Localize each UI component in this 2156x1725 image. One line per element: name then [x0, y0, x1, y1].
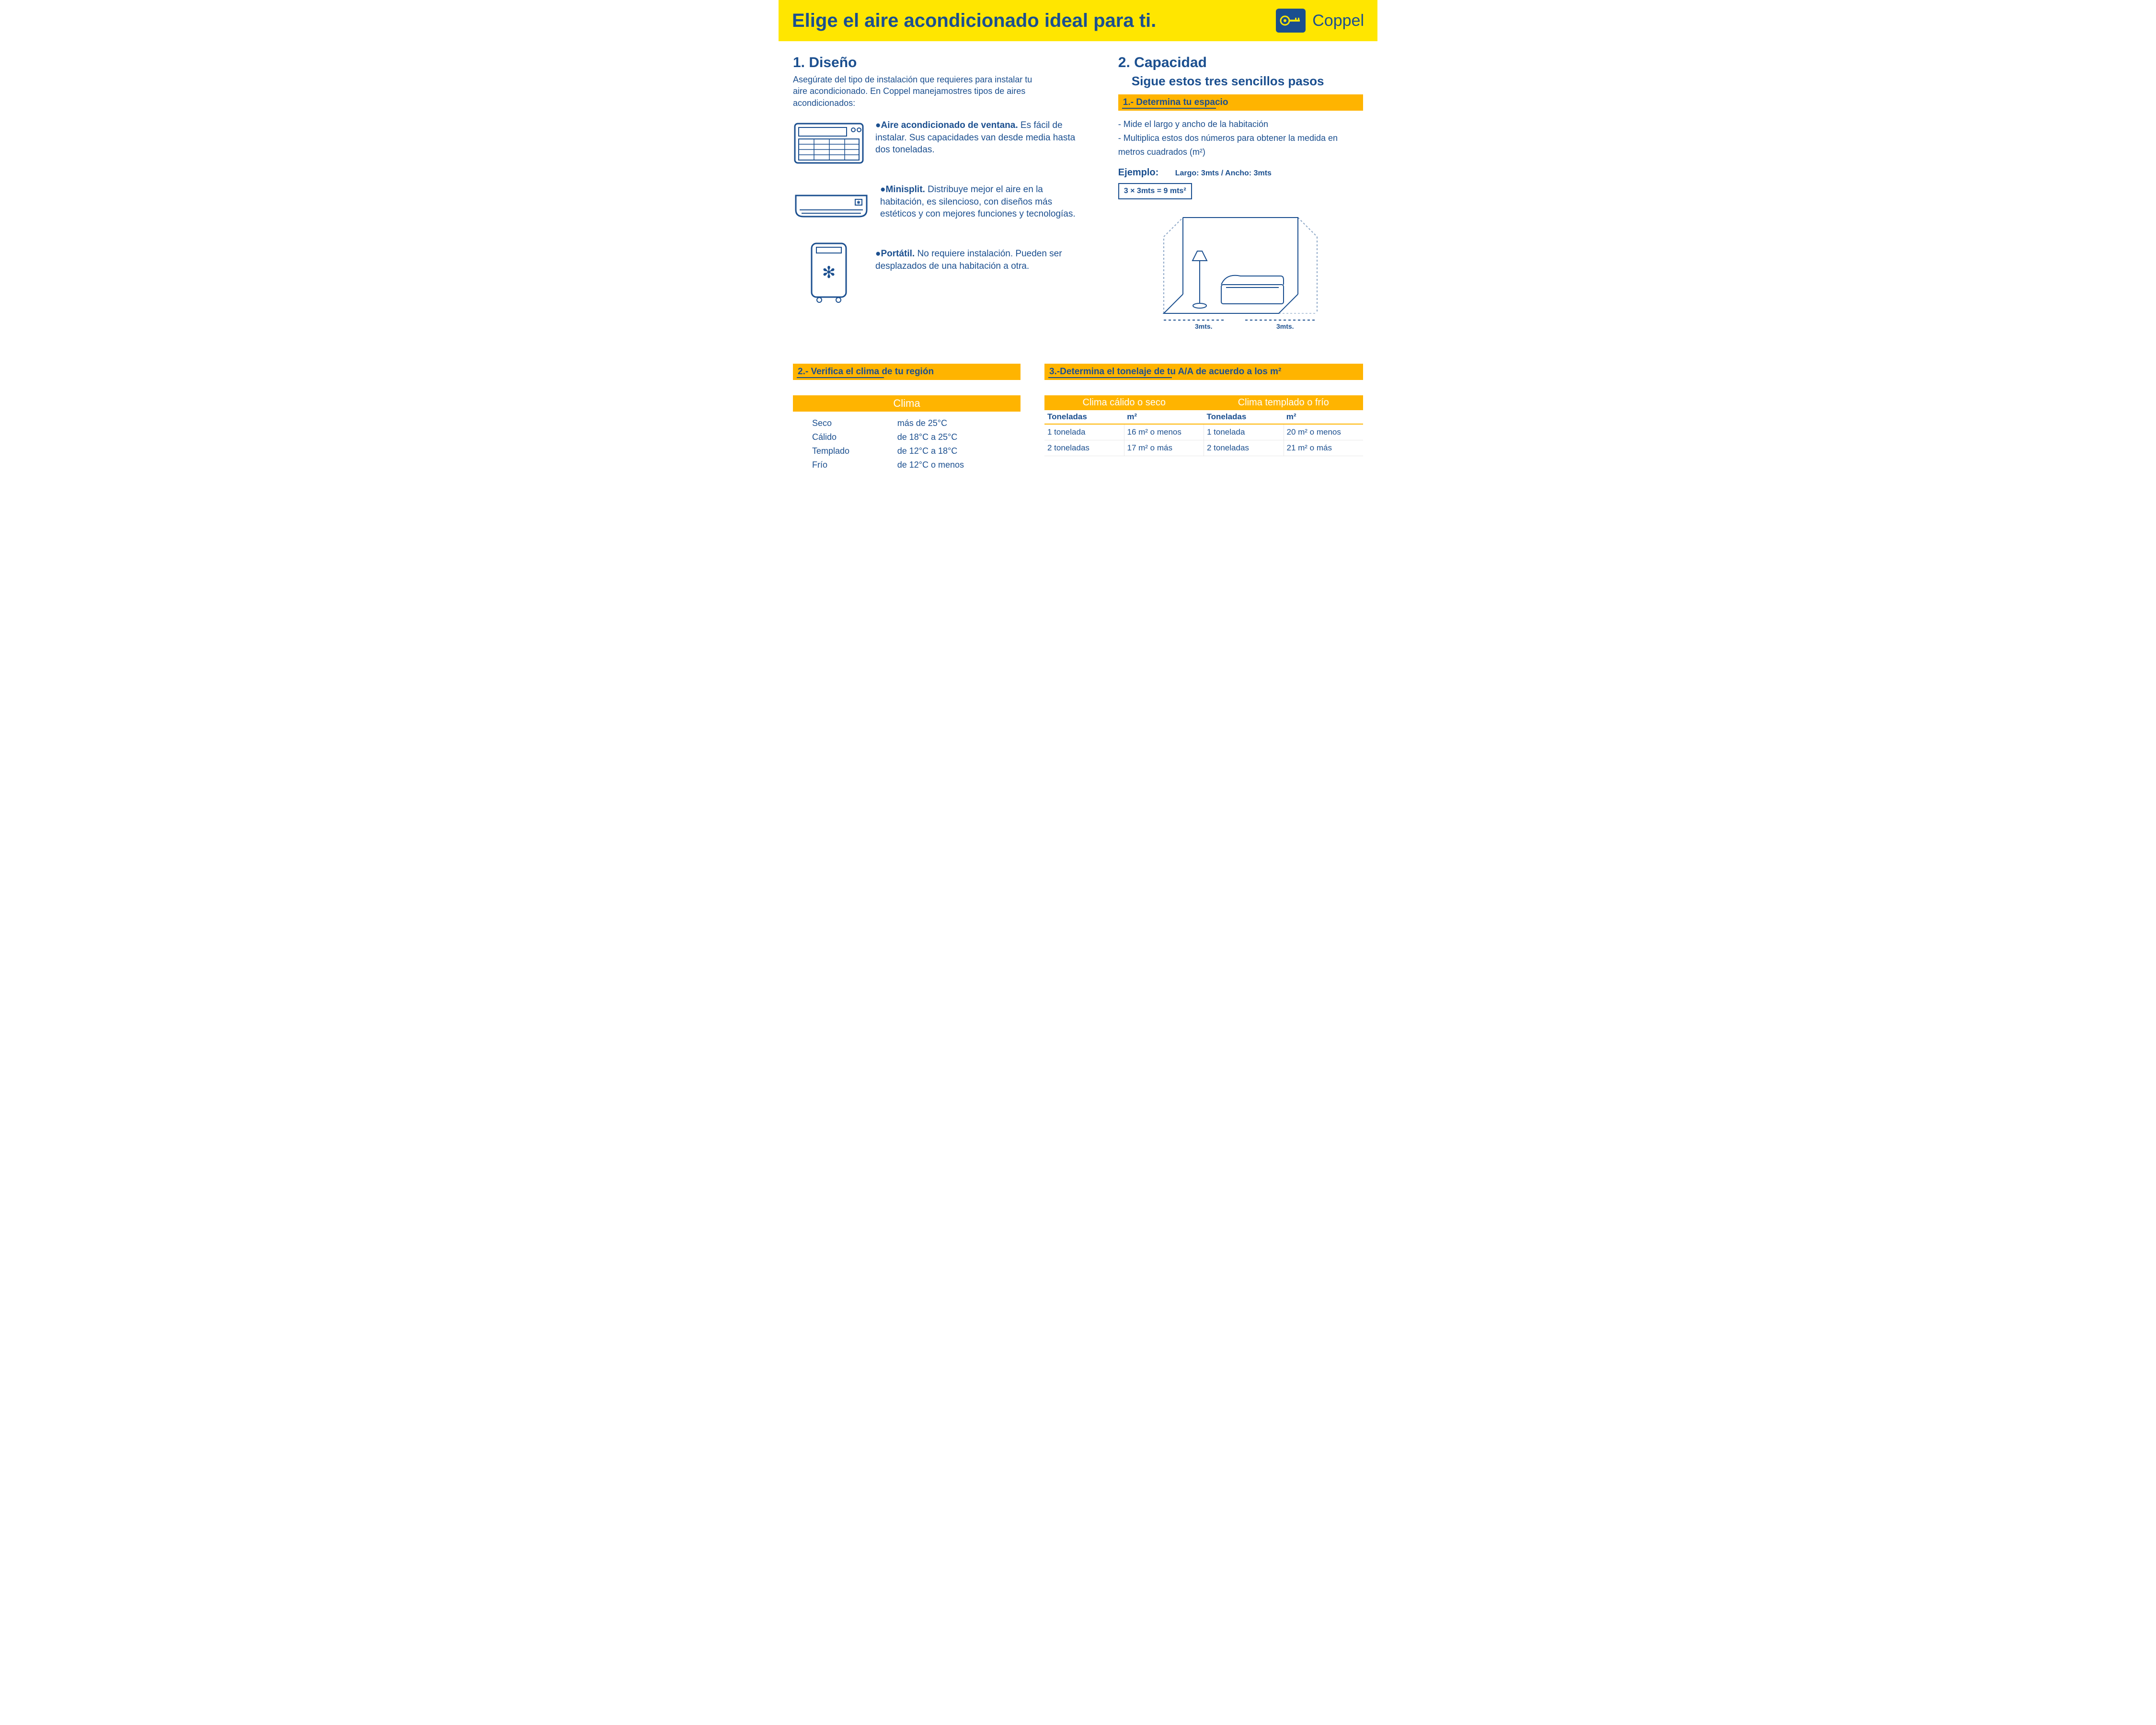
section2-subtitle: Sigue estos tres sencillos pasos	[1132, 74, 1363, 89]
step1-bar: 1.- Determina tu espacio	[1118, 94, 1363, 111]
design-item-window: ●Aire acondicionado de ventana. Es fácil…	[793, 119, 1089, 167]
step2-bar: 2.- Verifica el clima de tu región	[793, 364, 1021, 380]
section2-title: 2. Capacidad	[1118, 55, 1363, 71]
window-ac-icon	[793, 119, 865, 167]
brand-block: Coppel	[1276, 9, 1364, 33]
header-banner: Elige el aire acondicionado ideal para t…	[779, 0, 1377, 41]
example-dims: Largo: 3mts / Ancho: 3mts	[1175, 169, 1272, 177]
example-calc: 3 × 3mts = 9 mts²	[1118, 183, 1192, 199]
table-row: Fríode 12°C o menos	[812, 458, 1001, 472]
step2-panel: 2.- Verifica el clima de tu región Clima…	[793, 364, 1021, 477]
tonnage-table-header: Clima cálido o seco Clima templado o frí…	[1044, 395, 1363, 410]
page-title: Elige el aire acondicionado ideal para t…	[792, 10, 1156, 32]
section-capacity: 2. Capacidad Sigue estos tres sencillos …	[1118, 55, 1363, 335]
table-row: 1 tonelada 16 m² o menos 1 tonelada 20 m…	[1044, 425, 1363, 440]
climate-table: Secomás de 25°C Cálidode 18°C a 25°C Tem…	[793, 412, 1021, 477]
design-item-title: ●Aire acondicionado de ventana.	[875, 120, 1018, 130]
design-item-title: ●Portátil.	[875, 249, 915, 259]
design-item-minisplit: ✱ ●Minisplit. Distribuye mejor el aire e…	[793, 184, 1089, 231]
table-row: Templadode 12°C a 18°C	[812, 444, 1001, 458]
axis-b-label: 3mts.	[1276, 322, 1294, 330]
key-icon	[1276, 9, 1306, 33]
table-row: Secomás de 25°C	[812, 416, 1001, 430]
section-design: 1. Diseño Asegúrate del tipo de instalac…	[793, 55, 1089, 335]
design-item-portable: ✻ ●Portátil. No requiere instalación. Pu…	[793, 248, 1089, 296]
step3-panel: 3.-Determina el tonelaje de tu A/A de ac…	[1044, 364, 1363, 477]
axis-a-label: 3mts.	[1195, 322, 1213, 330]
example-row: Ejemplo: Largo: 3mts / Ancho: 3mts	[1118, 167, 1363, 178]
portable-ac-icon: ✻	[793, 248, 865, 296]
svg-text:✱: ✱	[857, 200, 860, 206]
section1-intro: Asegúrate del tipo de instalación que re…	[793, 74, 1042, 109]
svg-text:✻: ✻	[822, 264, 836, 282]
step1-b1: - Mide el largo y ancho de la habitación	[1118, 117, 1363, 131]
head-warm: Clima cálido o seco	[1044, 395, 1204, 410]
step1-b2: - Multiplica estos dos números para obte…	[1118, 131, 1363, 159]
design-item-title: ●Minisplit.	[880, 184, 925, 195]
example-label: Ejemplo:	[1118, 167, 1158, 178]
tonnage-subheader: Toneladas m² Toneladas m²	[1044, 410, 1363, 425]
table-row: Cálidode 18°C a 25°C	[812, 430, 1001, 444]
table-row: 2 toneladas 17 m² o más 2 toneladas 21 m…	[1044, 440, 1363, 456]
tonnage-table: 1 tonelada 16 m² o menos 1 tonelada 20 m…	[1044, 425, 1363, 456]
head-cold: Clima templado o frío	[1204, 395, 1364, 410]
room-diagram: 3mts. 3mts.	[1118, 203, 1363, 335]
step3-bar: 3.-Determina el tonelaje de tu A/A de ac…	[1044, 364, 1363, 380]
brand-name: Coppel	[1312, 12, 1364, 30]
section1-title: 1. Diseño	[793, 55, 1089, 71]
climate-table-title: Clima	[793, 395, 1021, 412]
step1-bullets: - Mide el largo y ancho de la habitación…	[1118, 117, 1363, 159]
minisplit-icon: ✱	[793, 184, 870, 231]
